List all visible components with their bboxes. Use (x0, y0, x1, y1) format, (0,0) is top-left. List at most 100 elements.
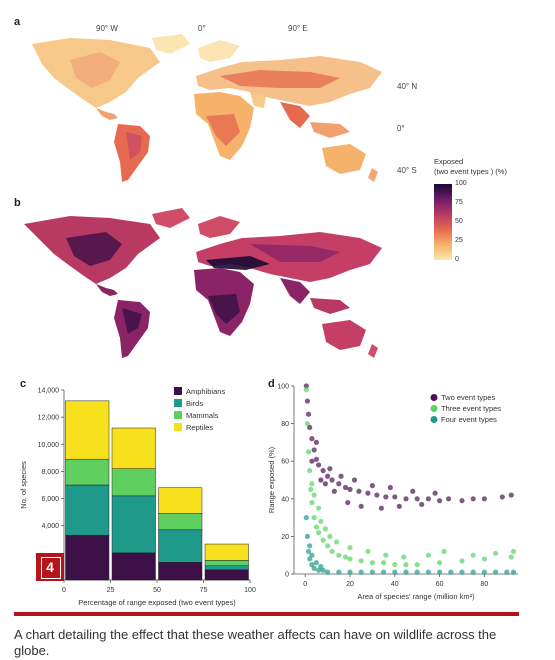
scatter-point (307, 468, 313, 474)
colorbar-title-line: Exposed (two event types ) (%) (434, 157, 507, 177)
map-a (10, 32, 400, 192)
scatter-point (316, 567, 322, 573)
scatter-point (459, 558, 465, 564)
bar-segment (65, 534, 110, 581)
scatter-point (313, 456, 319, 462)
x-tick-label: 0 (303, 581, 307, 588)
legend-label: Reptiles (186, 423, 213, 432)
scatter-point (316, 505, 322, 511)
scatter-point (437, 569, 443, 575)
colorbar-title: Exposed (two event types ) (%) (434, 157, 507, 177)
legend-label: Birds (186, 399, 203, 408)
scatter-point (481, 569, 487, 575)
scatter-point (342, 484, 349, 491)
y-tick-label: 6,000 (41, 496, 59, 503)
scatter-point (481, 556, 487, 562)
scatter-point (311, 492, 317, 498)
scatter-point (403, 562, 409, 568)
scatter-point (419, 501, 425, 508)
bar-segment (204, 543, 249, 561)
scatter-point (493, 550, 499, 556)
scatter-point (307, 424, 313, 430)
scatter-point (445, 496, 452, 502)
bar-segment (65, 458, 110, 486)
scatter-point (333, 539, 340, 545)
scatter-point (313, 524, 319, 530)
map-b-land (24, 208, 382, 358)
scatter-point (327, 466, 333, 472)
scatter-point (320, 567, 326, 573)
bar-segment (204, 560, 249, 566)
scatter-point (309, 436, 315, 442)
scatter-point (303, 515, 309, 521)
bar-segment (65, 400, 110, 460)
bar-segment (158, 487, 203, 514)
scatter-point (329, 548, 335, 555)
y-tick-label: 40 (281, 496, 289, 503)
scatter-point (508, 554, 514, 560)
scatter-point (329, 477, 335, 483)
scatter-point (320, 468, 326, 474)
scatter-point (313, 439, 319, 445)
legend-label: Four event types (441, 415, 497, 424)
scatter-point (303, 383, 309, 389)
bar-segment (204, 565, 249, 571)
panel-letter-d: d (268, 378, 275, 390)
scatter-point (331, 488, 337, 494)
scatter-point (392, 494, 398, 500)
scatter-point (309, 552, 315, 558)
scatter-point (481, 496, 487, 502)
scatter-point (318, 477, 324, 483)
scatter-point (309, 499, 315, 506)
y-tick-label: 0 (285, 572, 289, 579)
y-tick-label: 10,000 (38, 442, 60, 449)
colorbar-title-text: Exposed (434, 157, 464, 166)
y-tick-label: 12,000 (38, 415, 60, 422)
scatter-point (365, 548, 371, 555)
scatter-point (383, 552, 389, 558)
x-tick-label: 75 (200, 587, 208, 594)
legend-marker (430, 394, 438, 401)
scatter-point (437, 498, 443, 504)
scatter-point (322, 481, 328, 487)
scatter-point (308, 486, 314, 492)
scatter-point (305, 411, 312, 417)
x-tick-label: 100 (244, 587, 256, 594)
map-a-land (32, 34, 382, 182)
scatter-point (374, 492, 380, 498)
colorbar-tick: 100 (455, 180, 467, 187)
scatter-point (378, 505, 384, 511)
scatter-point (414, 562, 420, 568)
x-tick-label: 60 (436, 581, 444, 588)
lon-label-90e: 90° E (288, 24, 308, 33)
scatter-point (322, 526, 328, 532)
legend-marker (430, 416, 438, 423)
scatter-point (392, 562, 398, 568)
scatter-point (305, 449, 312, 455)
figure-number: 4 (46, 559, 54, 575)
y-tick-label: 60 (281, 459, 289, 466)
scatter-point (383, 494, 389, 500)
scatter-point (369, 569, 375, 575)
bar-segment (65, 484, 110, 536)
scatter-point (351, 477, 358, 483)
caption: A chart detailing the effect that these … (14, 627, 497, 658)
y-tick-label: 100 (277, 384, 289, 391)
lat-label-0: 0° (397, 124, 405, 133)
bar-segment (204, 569, 249, 581)
x-axis-label: Percentage of range exposed (two event t… (78, 598, 236, 607)
bar-segment (111, 495, 156, 554)
scatter-point (336, 569, 342, 575)
scatter-point (356, 488, 362, 494)
scatter-point (432, 490, 438, 496)
x-axis-label: Area of species' range (million km²) (357, 592, 475, 601)
scatter-point (437, 560, 443, 566)
scatter-point (470, 496, 476, 502)
scatter-point (369, 483, 375, 489)
scatter-point (309, 481, 315, 487)
scatter-point (311, 565, 317, 571)
scatter-point (303, 387, 309, 393)
scatter-point (325, 473, 331, 479)
scatter-point (358, 503, 364, 509)
scatter-point (327, 533, 333, 539)
